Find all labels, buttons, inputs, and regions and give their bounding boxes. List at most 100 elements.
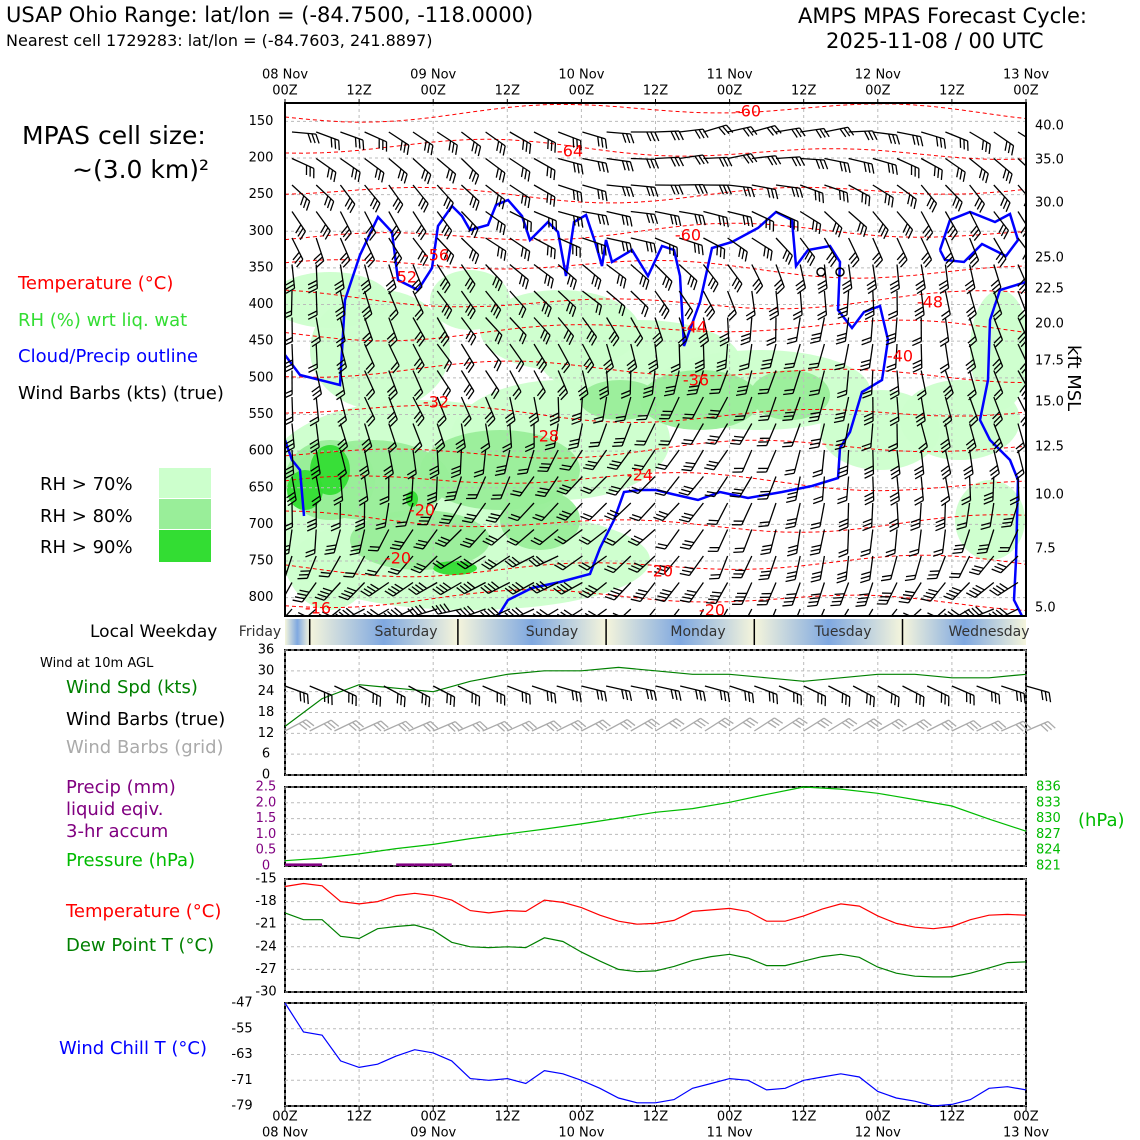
- xs-barb-285: [436, 370, 451, 400]
- xs-barb-547-feather-1: [758, 600, 769, 602]
- xs-barb-161: [436, 264, 451, 294]
- xs-barb-401-feather-1: [990, 468, 999, 476]
- xs-barb-356: [634, 423, 656, 446]
- xs-barb-422-feather-0: [729, 495, 740, 498]
- xs-barb-17-feather-2: [718, 126, 726, 136]
- xs-barb-27-feather-1: [963, 139, 965, 150]
- xs-barb-239-feather-0: [809, 340, 820, 344]
- xs-barb-172-feather-2: [707, 276, 714, 287]
- xs-barb-45-feather-1: [650, 158, 656, 169]
- xs-barb-53-feather-0: [847, 163, 851, 173]
- xs-barb-121-feather-0: [973, 232, 982, 241]
- xs-barb-331-feather-2: [785, 411, 795, 414]
- xs-barb-378-feather-1: [429, 469, 439, 476]
- xs-barb-566-feather-3: [467, 605, 475, 614]
- xs-barb-58-feather-2: [956, 167, 960, 178]
- xs-barb-394-feather-1: [812, 469, 823, 474]
- xs-barb-18: [727, 126, 758, 137]
- xs-barb-167-feather-1: [594, 277, 599, 288]
- xs-barb-236-feather-0: [740, 340, 751, 346]
- xs-barb-517-feather-0: [785, 578, 796, 583]
- xs-barb-308-feather-1: [993, 388, 1002, 397]
- xs-barb-348-staff: [460, 423, 466, 448]
- xs-barb-328-feather-1: [708, 413, 719, 416]
- xs-barb-523-feather-1: [928, 573, 939, 576]
- xs-barb-180-feather-1: [890, 283, 900, 290]
- xs-barb-544-feather-1: [682, 596, 693, 600]
- xs-barb-231-feather-1: [634, 334, 642, 344]
- xs-barb-538: [528, 580, 559, 594]
- xs-barb-547-feather-0: [756, 603, 767, 606]
- xs-barb-224-feather-0: [470, 336, 477, 346]
- xs-barb-441-feather-1: [441, 518, 452, 521]
- xs-barb-108-feather-1: [673, 215, 678, 226]
- xs-barb-222-staff: [412, 317, 426, 339]
- xs-barb-391-feather-1: [733, 467, 744, 470]
- weekday-label: Local Weekday: [90, 622, 218, 642]
- sfc-true-barb-24-feather-1: [894, 695, 897, 706]
- xs-barb-73-feather-2: [572, 189, 576, 200]
- sfc-grid-barb-27: [951, 720, 982, 732]
- bottom-date-label-2: 10 Nov: [558, 1126, 604, 1140]
- sfc-grid-barb-21-staff: [803, 717, 825, 732]
- sfc-true-barb-19-feather-1: [772, 692, 775, 703]
- xs-barb-535-staff: [464, 581, 486, 595]
- xs-barb-130: [436, 237, 455, 265]
- xs-barb-168: [606, 263, 627, 289]
- sfc-true-barb-13-staff: [605, 685, 630, 692]
- xs-right-tick-1: 35.0: [1035, 153, 1064, 168]
- xs-barb-324: [614, 396, 632, 423]
- xs-barb-320-staff: [533, 396, 540, 421]
- xs-barb-548-feather-0: [782, 604, 793, 607]
- xs-barb-492: [932, 529, 947, 557]
- sfc-grid-barb-14-feather-1: [647, 720, 657, 728]
- xs-barb-474-staff: [491, 529, 511, 546]
- xs-barb-395-feather-1: [838, 469, 848, 475]
- xs-barb-550-staff: [839, 582, 850, 606]
- xs-barb-69-feather-1: [472, 198, 477, 209]
- xs-barb-485-staff: [769, 529, 777, 553]
- xs-barb-319-feather-0: [506, 419, 516, 427]
- xs-barb-260-feather-0: [587, 364, 595, 374]
- xs-barb-398: [914, 449, 925, 480]
- xs-barb-575: [692, 608, 704, 616]
- xs-barb-444-staff: [517, 502, 535, 521]
- xs-barb-533-feather-3: [418, 582, 428, 590]
- xs-barb-395: [837, 449, 850, 479]
- xs-barb-187-feather-0: [307, 314, 318, 320]
- xs-barb-130-feather-1: [446, 252, 452, 262]
- xs-barb-537-feather-3: [515, 581, 524, 589]
- xs-barb-311-feather-0: [309, 420, 319, 427]
- xs-barb-480-feather-1: [630, 538, 641, 544]
- xs-barb-34-feather-2: [374, 167, 379, 178]
- xs-barb-241-feather-0: [861, 340, 872, 346]
- xs-barb-425-feather-1: [813, 495, 823, 501]
- xs-barb-490: [885, 529, 898, 558]
- xs-barb-60: [993, 158, 1013, 184]
- xs-barb-360-feather-2: [734, 435, 744, 439]
- xs-barb-113-feather-0: [797, 221, 799, 232]
- xs-barb-403-feather-0: [287, 499, 297, 507]
- xs-barb-554-feather-0: [920, 598, 931, 602]
- xs-barb-480-feather-2: [633, 535, 644, 541]
- xs-barb-344-staff: [363, 423, 373, 447]
- sfc-grid-barb-2-feather-0: [355, 720, 364, 728]
- xs-barb-494: [976, 529, 995, 555]
- xs-barb-240: [835, 317, 850, 345]
- xs-barb-560-staff: [321, 608, 341, 616]
- xs-barb-43: [582, 157, 609, 173]
- xs-barb-304-feather-1: [889, 389, 899, 396]
- xs-barb-147-feather-1: [850, 255, 858, 264]
- xs-barb-259: [557, 343, 571, 374]
- xs-barb-443: [485, 502, 511, 523]
- xs-barb-115: [823, 211, 843, 238]
- xs-barb-4-feather-1: [403, 142, 407, 153]
- xs-barb-575-staff: [692, 608, 704, 616]
- xs-barb-269-feather-1: [784, 362, 795, 366]
- xs-barb-443-feather-0: [485, 519, 496, 523]
- xs-barb-442-feather-0: [461, 520, 472, 524]
- xs-barb-554-feather-1: [923, 595, 934, 599]
- xs-barb-555-feather-3: [951, 586, 962, 592]
- xs-barb-361-staff: [765, 423, 777, 446]
